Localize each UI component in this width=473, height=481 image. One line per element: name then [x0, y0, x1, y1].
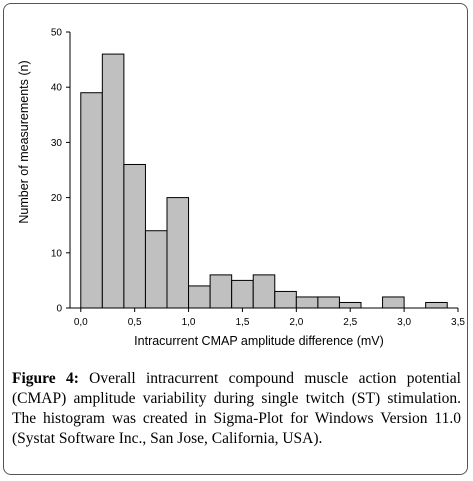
histogram-bar — [188, 285, 211, 309]
histogram-bar — [295, 296, 319, 309]
histogram-bars — [80, 53, 448, 309]
histogram-bar — [101, 53, 125, 309]
histogram-bar — [166, 197, 190, 309]
y-tick-label: 30 — [51, 138, 63, 149]
caption-text: Overall intracurrent compound muscle act… — [12, 370, 461, 447]
histogram-bar — [80, 92, 103, 309]
x-tick-label: 1,0 — [182, 317, 196, 328]
histogram-chart: 0 10 20 30 40 50 0,0 0,5 1,0 1,5 2,0 2,5 3,0 3,5 Int… — [17, 28, 465, 349]
caption-label: Figure 4: — [12, 370, 79, 387]
histogram-bar — [231, 279, 254, 309]
histogram-bar — [382, 296, 405, 309]
y-axis-ticks: 0 10 20 30 40 50 — [51, 28, 70, 315]
x-tick-label: 0,0 — [74, 317, 88, 328]
histogram-bar — [144, 230, 168, 309]
x-tick-label: 3,5 — [451, 317, 465, 328]
x-tick-label: 2,0 — [289, 317, 303, 328]
histogram-bar — [252, 274, 276, 309]
y-tick-label: 40 — [51, 83, 63, 94]
histogram-bar — [209, 274, 233, 309]
histogram-bar — [274, 290, 297, 309]
y-axis-label: Number of measurements (n) — [17, 60, 31, 223]
x-tick-label: 2,5 — [343, 317, 357, 328]
x-tick-label: 3,0 — [397, 317, 411, 328]
histogram-bar — [425, 301, 448, 309]
x-axis-label: Intracurrent CMAP amplitude difference (… — [134, 334, 384, 348]
figure-caption: Figure 4: Overall intracurrent compound … — [12, 369, 461, 449]
y-tick-label: 0 — [56, 304, 62, 315]
y-tick-label: 10 — [51, 248, 63, 259]
x-tick-label: 0,5 — [128, 317, 142, 328]
x-tick-label: 1,5 — [235, 317, 249, 328]
histogram-bar — [338, 301, 362, 309]
x-axis-ticks: 0,0 0,5 1,0 1,5 2,0 2,5 3,0 3,5 — [74, 308, 465, 328]
histogram-bar — [123, 163, 146, 309]
histogram-bar — [317, 296, 340, 309]
y-tick-label: 20 — [51, 193, 63, 204]
y-tick-label: 50 — [51, 28, 63, 39]
